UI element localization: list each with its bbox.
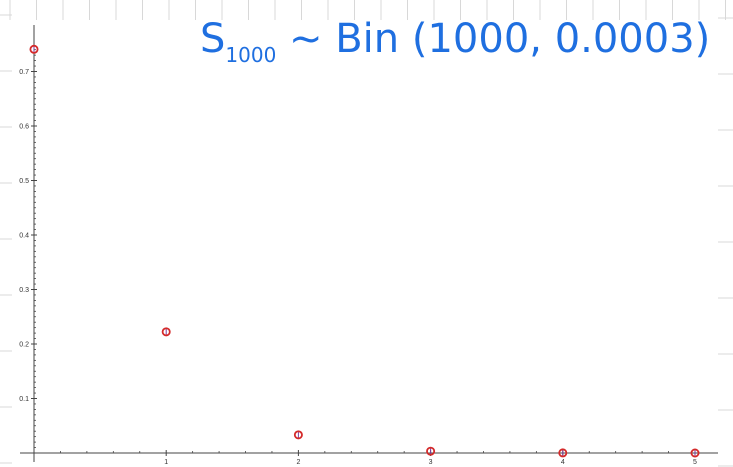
x-tick-label: 5	[693, 459, 697, 466]
data-point	[29, 44, 39, 54]
y-tick-label: 0.4	[19, 233, 29, 240]
data-point	[558, 448, 568, 458]
axes	[20, 25, 718, 462]
x-tick-label: 4	[561, 459, 565, 466]
annotation-main: S	[200, 16, 225, 62]
y-tick-label: 0.6	[19, 124, 29, 131]
tick-labels: 0.1 0.2 0.3 0.4 0.5 0.6 0.7 1 2 3 4 5	[19, 69, 697, 466]
data-point	[161, 327, 171, 337]
y-tick-label: 0.7	[19, 69, 29, 76]
x-tick-label: 2	[296, 459, 300, 466]
y-tick-label: 0.2	[19, 342, 29, 349]
x-tick-label: 3	[429, 459, 433, 466]
data-point	[293, 430, 303, 440]
data-points	[29, 44, 700, 458]
x-tick-label: 1	[164, 459, 168, 466]
annotation-subscript: 1000	[225, 43, 276, 67]
annotation-title: S1000 ~ Bin (1000, 0.0003)	[200, 16, 710, 67]
y-tick-label: 0.5	[19, 178, 29, 185]
annotation-rest: ~ Bin (1000, 0.0003)	[276, 16, 710, 62]
y-tick-label: 0.3	[19, 287, 29, 294]
tick-marks	[31, 49, 696, 456]
data-point	[690, 448, 700, 458]
data-point	[426, 446, 436, 456]
y-tick-label: 0.1	[19, 396, 29, 403]
